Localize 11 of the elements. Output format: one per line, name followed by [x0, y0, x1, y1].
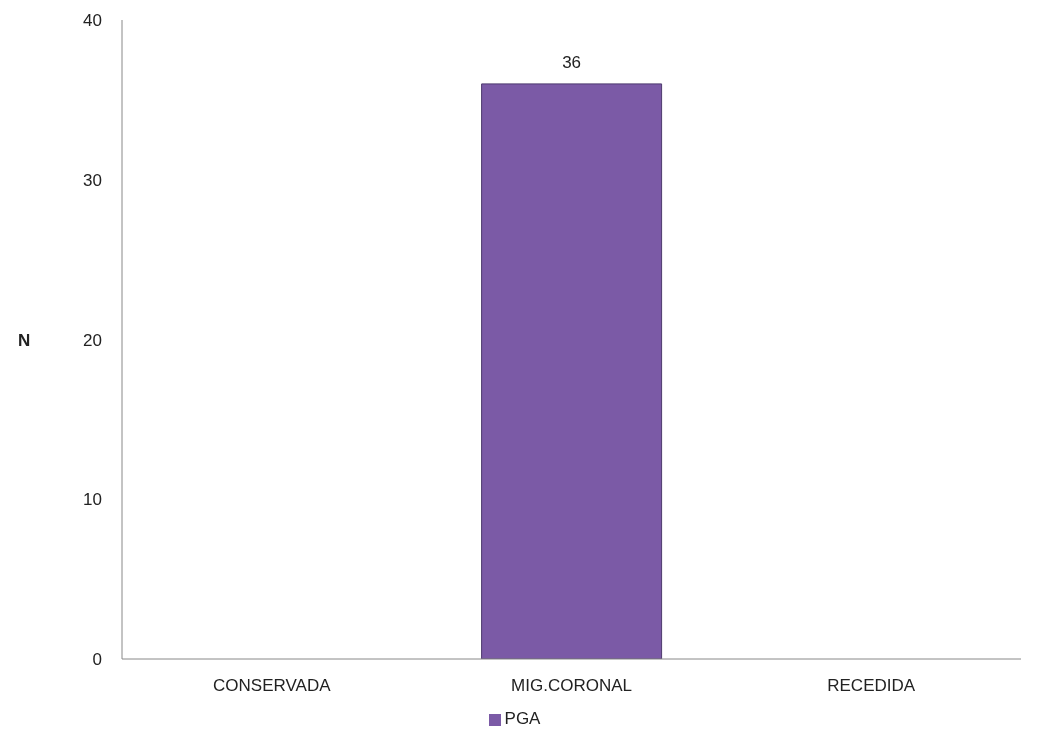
x-tick-label: RECEDIDA	[827, 676, 916, 696]
data-label: 36	[562, 52, 582, 72]
y-axis-title: N	[18, 330, 31, 350]
y-tick-label: 40	[83, 11, 102, 31]
y-tick-label: 30	[83, 170, 102, 190]
y-tick-label: 0	[92, 650, 102, 670]
x-tick-label: CONSERVADA	[213, 676, 332, 696]
x-tick-label: MIG.CORONAL	[511, 676, 632, 696]
y-tick-label: 10	[83, 490, 102, 510]
legend-label: PGA	[504, 709, 541, 728]
y-tick-label: 20	[83, 330, 102, 350]
